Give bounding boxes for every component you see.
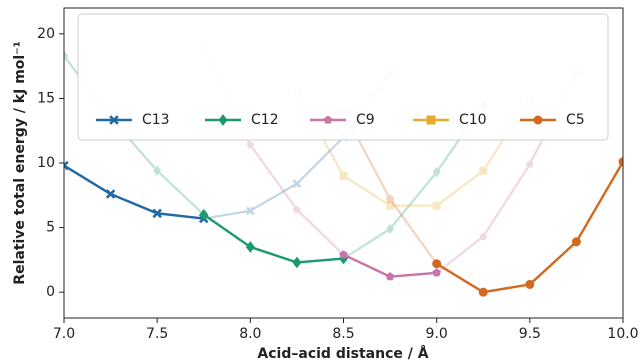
marker (386, 272, 395, 280)
y-tick-label: 20 (37, 26, 55, 42)
marker (479, 167, 487, 175)
x-tick-label: 7.0 (53, 326, 75, 342)
marker (432, 259, 441, 268)
marker (427, 116, 436, 125)
legend-label: C9 (356, 112, 375, 128)
y-tick-label: 15 (37, 90, 55, 106)
marker (247, 141, 255, 148)
y-axis-title: Relative total energy / kJ mol⁻¹ (12, 41, 28, 284)
marker (433, 202, 441, 210)
y-tick-label: 10 (37, 155, 55, 171)
x-tick-label: 7.5 (146, 326, 168, 342)
x-tick-label: 9.0 (426, 326, 448, 342)
x-tick-label: 9.5 (519, 326, 541, 342)
marker (340, 172, 348, 180)
marker (246, 241, 255, 253)
marker (572, 237, 581, 246)
y-tick-label: 0 (46, 284, 55, 300)
marker (386, 195, 394, 203)
legend-label: C12 (251, 112, 279, 128)
legend-label: C10 (459, 112, 487, 128)
line (204, 215, 344, 263)
y-tick-label: 5 (46, 220, 55, 236)
x-tick-label: 10.0 (607, 326, 638, 342)
x-axis-title: Acid–acid distance / Å (257, 345, 428, 362)
marker (525, 280, 534, 289)
chart: Acid–acid distance / Å Relative total en… (0, 0, 640, 364)
line (437, 162, 623, 292)
legend-label: C5 (566, 112, 585, 128)
marker (292, 257, 301, 269)
marker (294, 180, 301, 187)
x-tick-label: 8.5 (332, 326, 354, 342)
x-tick-label: 8.0 (239, 326, 261, 342)
marker (534, 116, 543, 125)
legend-label: C13 (142, 112, 170, 128)
marker (479, 288, 488, 297)
line (64, 166, 204, 219)
